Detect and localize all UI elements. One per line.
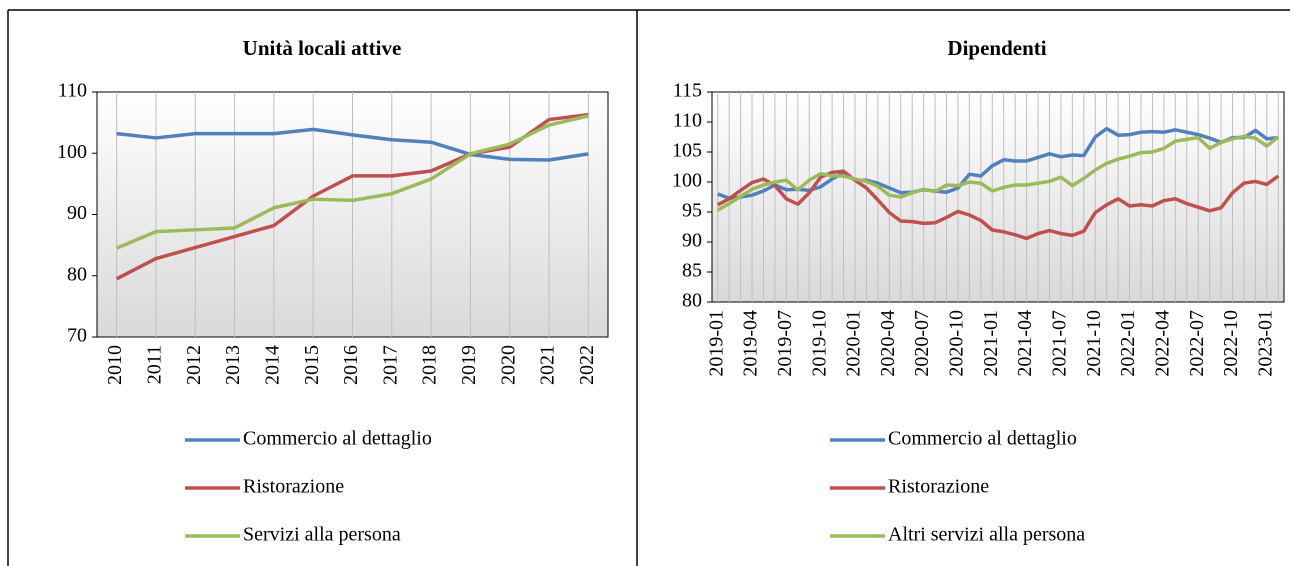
y-tick-label: 80 [67,263,87,285]
x-tick-label: 2022-04 [1151,310,1173,377]
legend-label: Commercio al dettaglio [243,428,432,450]
x-tick-label: 2019-07 [774,310,796,377]
x-tick-label: 2020-04 [877,310,899,377]
y-tick-label: 70 [67,325,87,347]
x-tick-label: 2012 [183,345,205,385]
y-tick-label: 90 [67,202,87,224]
chart-title: Unità locali attive [243,36,402,60]
y-tick-label: 110 [58,80,87,102]
y-tick-label: 100 [57,141,87,163]
legend-label: Ristorazione [888,476,989,498]
x-tick-label: 2023-01 [1254,310,1276,377]
y-tick-label: 95 [682,200,702,222]
x-tick-label: 2017 [379,345,401,385]
series-line [716,134,1280,212]
x-tick-label: 2011 [144,345,166,384]
x-tick-label: 2021-04 [1014,310,1036,377]
x-tick-label: 2022-07 [1186,310,1208,377]
x-tick-label: 2020-01 [843,310,865,377]
series-line [716,169,1280,241]
series-line [115,112,589,281]
series-line [115,114,589,250]
legend-label: Servizi alla persona [243,524,401,546]
legend-label: Altri servizi alla persona [888,524,1085,546]
x-tick-label: 2015 [301,345,323,385]
x-tick-label: 2020-10 [946,310,968,377]
x-tick-label: 2019-04 [740,310,762,377]
legend-label: Ristorazione [243,476,344,498]
x-tick-label: 2019-10 [808,310,830,377]
series-line [116,127,589,162]
x-tick-label: 2019-01 [705,310,727,377]
y-tick-label: 110 [673,110,702,132]
y-tick-label: 105 [672,140,702,162]
y-tick-label: 80 [682,290,702,312]
x-tick-label: 2022-10 [1220,310,1242,377]
y-tick-label: 85 [682,260,702,282]
x-tick-label: 2013 [222,345,244,385]
x-tick-label: 2014 [261,345,283,385]
x-tick-label: 2021 [537,345,559,385]
x-tick-label: 2018 [419,345,441,385]
chart-title: Dipendenti [947,36,1046,60]
x-tick-label: 2021-07 [1049,310,1071,377]
x-tick-label: 2020 [497,345,519,385]
x-tick-label: 2022 [576,345,598,385]
legend-label: Commercio al dettaglio [888,428,1077,450]
x-tick-label: 2022-01 [1117,310,1139,377]
y-tick-label: 90 [682,230,702,252]
y-tick-label: 115 [673,80,702,102]
x-tick-label: 2021-01 [980,310,1002,377]
x-tick-label: 2016 [340,345,362,385]
x-tick-label: 2021-10 [1083,310,1105,377]
x-tick-label: 2010 [104,345,126,385]
x-tick-label: 2019 [458,345,480,385]
x-tick-label: 2020-07 [911,310,933,377]
y-tick-label: 100 [672,170,702,192]
